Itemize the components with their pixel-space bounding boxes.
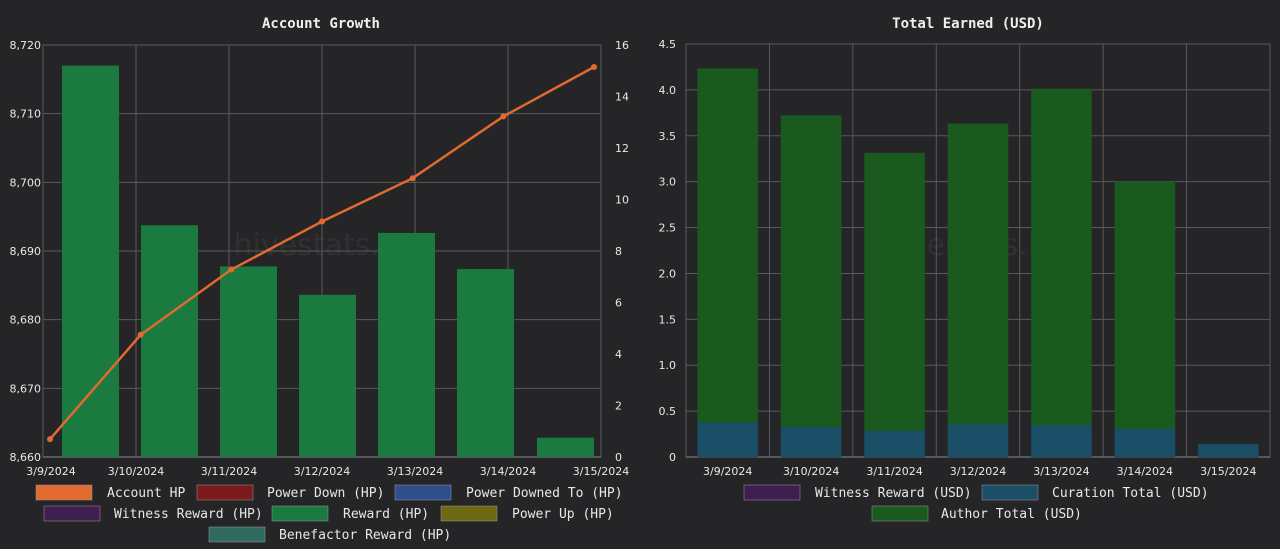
x-tick-label: 3/15/2024 — [1200, 465, 1256, 478]
legend-swatch — [271, 505, 329, 522]
legend-label: Curation Total (USD) — [1052, 486, 1209, 501]
bar-author-total-usd — [947, 123, 1009, 425]
account-growth-svg: Account Growth hivestats.io 8,660 8,670 8,… — [10, 16, 630, 543]
bar-author-total-usd — [780, 115, 842, 428]
y-left-tick-label: 8,710 — [10, 108, 42, 121]
legend-label: Benefactor Reward (HP) — [279, 528, 451, 543]
y-tick-label: 0.5 — [659, 405, 677, 418]
y-right-tick-label: 12 — [615, 142, 629, 155]
legend-label: Power Down (HP) — [267, 486, 384, 501]
legend-label: Power Up (HP) — [512, 507, 614, 522]
bar-author-total-usd — [1030, 88, 1092, 426]
legend-label: Reward (HP) — [343, 507, 429, 522]
x-tick-label: 3/15/2024 — [573, 465, 629, 478]
account-hp-point — [228, 266, 235, 273]
watermark: hivestats.io — [234, 228, 407, 263]
bar-reward-hp — [220, 266, 277, 457]
legend-swatch — [35, 484, 93, 501]
bar-reward-hp — [62, 65, 119, 457]
legend-swatch — [981, 484, 1039, 501]
x-tick-label: 3/9/2024 — [703, 465, 752, 478]
account-growth-chart: Account Growth hivestats.io 8,660 8,670 8,… — [10, 16, 630, 543]
y-tick-label: 4.5 — [659, 38, 677, 51]
y-tick-label: 4.0 — [659, 84, 677, 97]
bar-reward-hp — [141, 225, 198, 457]
y-tick-label: 2.0 — [659, 267, 677, 280]
legend-label: Witness Reward (HP) — [114, 507, 263, 522]
x-tick-label: 3/11/2024 — [866, 465, 922, 478]
bar-reward-hp — [537, 437, 594, 457]
bar-curation-total-usd — [697, 421, 759, 458]
x-tick-label: 3/12/2024 — [950, 465, 1006, 478]
bar-reward-hp — [378, 232, 435, 457]
bar-reward-hp — [299, 294, 356, 457]
x-tick-label: 3/13/2024 — [387, 465, 443, 478]
bar-curation-total-usd — [947, 423, 1009, 458]
bar-author-total-usd — [697, 68, 759, 423]
y-tick-label: 1.0 — [659, 359, 677, 372]
bar-curation-total-usd — [1030, 424, 1092, 458]
account-hp-point — [47, 436, 53, 443]
legend-label: Witness Reward (USD) — [815, 486, 972, 501]
account-hp-point — [591, 63, 597, 70]
chart-title: Account Growth — [262, 16, 380, 32]
x-tick-label: 3/11/2024 — [201, 465, 257, 478]
bar-author-total-usd — [1114, 181, 1176, 430]
bar-curation-total-usd — [1114, 428, 1176, 458]
legend-label: Power Downed To (HP) — [466, 486, 623, 501]
bar-reward-hp — [457, 269, 514, 457]
account-hp-point — [319, 218, 325, 225]
y-tick-label: 0 — [669, 451, 676, 464]
legend-label: Account HP — [107, 486, 185, 501]
bar-curation-total-usd — [864, 429, 926, 458]
x-tick-label: 3/9/2024 — [26, 465, 75, 478]
y-left-tick-label: 8,660 — [10, 451, 42, 464]
x-tick-label: 3/13/2024 — [1033, 465, 1089, 478]
y-right-tick-label: 0 — [615, 451, 622, 464]
x-tick-label: 3/10/2024 — [108, 465, 164, 478]
legend-label: Author Total (USD) — [941, 507, 1082, 522]
x-tick-label: 3/10/2024 — [783, 465, 839, 478]
y-left-tick-label: 8,670 — [10, 382, 42, 395]
bar-curation-total-usd — [1197, 443, 1259, 458]
legend-swatch — [196, 484, 254, 501]
y-right-tick-label: 6 — [615, 297, 622, 310]
x-tick-label: 3/14/2024 — [1117, 465, 1173, 478]
y-right-tick-label: 10 — [615, 194, 629, 207]
y-right-tick-label: 2 — [615, 400, 622, 413]
y-left-tick-label: 8,680 — [10, 314, 42, 327]
chart-title: Total Earned (USD) — [892, 16, 1044, 32]
legend-swatch — [43, 505, 101, 522]
total-earned-chart: Total Earned (USD) hivestats.io 00.51.01… — [640, 0, 1280, 549]
y-tick-label: 3.0 — [659, 176, 677, 189]
legend-swatch — [743, 484, 801, 501]
y-tick-label: 1.5 — [659, 313, 677, 326]
y-right-tick-label: 14 — [615, 91, 629, 104]
legend-swatch — [871, 505, 929, 522]
y-tick-label: 3.5 — [659, 130, 677, 143]
total-earned-svg: Total Earned (USD) hivestats.io 00.51.01… — [659, 16, 1271, 522]
legend-swatch — [440, 505, 498, 522]
x-tick-label: 3/14/2024 — [480, 465, 536, 478]
account-hp-point — [409, 175, 416, 182]
y-tick-label: 2.5 — [659, 222, 677, 235]
legend-swatch — [394, 484, 452, 501]
legend-swatch — [208, 526, 266, 543]
y-right-tick-label: 16 — [615, 39, 629, 52]
x-tick-label: 3/12/2024 — [294, 465, 350, 478]
y-right-tick-label: 4 — [615, 348, 622, 361]
bar-author-total-usd — [864, 152, 926, 431]
bar-curation-total-usd — [780, 426, 842, 458]
y-left-tick-label: 8,700 — [10, 176, 42, 189]
y-left-tick-label: 8,690 — [10, 245, 42, 258]
y-right-tick-label: 8 — [615, 245, 622, 258]
account-hp-point — [137, 331, 144, 338]
y-left-tick-label: 8,720 — [10, 39, 42, 52]
account-hp-point — [500, 113, 507, 120]
